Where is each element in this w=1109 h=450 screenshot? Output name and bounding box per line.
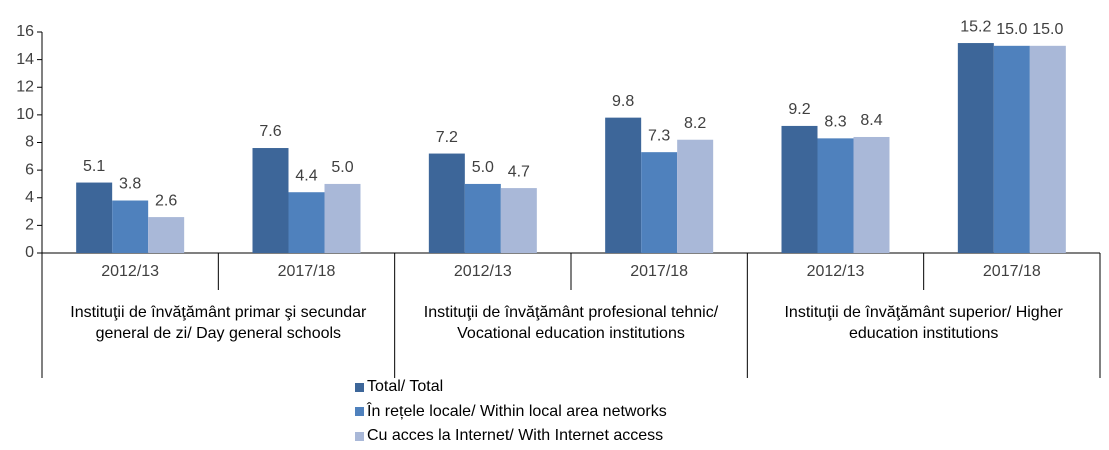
bar — [677, 139, 714, 253]
group-label: Instituţii de învăţământ primar şi secun… — [70, 304, 367, 342]
legend-label: Cu acces la Internet/ With Internet acce… — [367, 427, 664, 444]
value-label: 4.4 — [295, 167, 317, 184]
bar — [853, 136, 890, 253]
y-tick-label: 14 — [16, 51, 34, 68]
bar — [605, 117, 642, 253]
value-label: 15.0 — [1032, 21, 1063, 38]
value-label: 7.6 — [259, 123, 281, 140]
value-label: 15.0 — [996, 21, 1027, 38]
x-tick-label: 2017/18 — [983, 263, 1041, 280]
value-label: 7.3 — [648, 127, 670, 144]
legend-item: Total/ Total — [355, 377, 443, 397]
bar — [781, 125, 818, 253]
value-label: 3.8 — [119, 176, 141, 193]
value-label: 9.8 — [612, 93, 634, 110]
bar — [957, 43, 994, 253]
value-label: 4.7 — [508, 163, 530, 180]
legend-item: În rețele locale/ Within local area netw… — [355, 402, 667, 422]
y-tick-label: 10 — [16, 106, 34, 123]
bar — [641, 152, 678, 253]
y-tick-label: 8 — [25, 134, 34, 151]
group-label: Instituţii de învăţământ profesional teh… — [423, 304, 719, 342]
bar — [464, 183, 501, 253]
value-label: 8.3 — [824, 114, 846, 131]
bar — [817, 138, 854, 253]
value-label: 5.0 — [331, 159, 353, 176]
bar — [112, 200, 149, 253]
value-label: 15.2 — [960, 18, 991, 35]
y-tick-label: 12 — [16, 78, 34, 95]
value-label: 5.0 — [472, 159, 494, 176]
value-label: 8.2 — [684, 115, 706, 132]
bar — [1029, 45, 1066, 253]
y-tick-label: 6 — [25, 161, 34, 178]
bar — [76, 182, 113, 253]
bar — [148, 217, 185, 253]
legend-label: În rețele locale/ Within local area netw… — [367, 402, 667, 420]
bar — [993, 45, 1030, 253]
y-tick-label: 4 — [25, 189, 34, 206]
legend-swatch — [355, 431, 364, 441]
y-tick-label: 16 — [16, 23, 34, 40]
value-label: 2.6 — [155, 192, 177, 209]
x-tick-label: 2012/13 — [807, 263, 865, 280]
x-tick-label: 2017/18 — [278, 263, 336, 280]
bar — [324, 183, 361, 253]
x-tick-label: 2017/18 — [630, 263, 688, 280]
value-label: 9.2 — [788, 101, 810, 118]
legend-swatch — [355, 407, 364, 416]
x-tick-label: 2012/13 — [101, 263, 159, 280]
y-tick-label: 0 — [25, 244, 34, 261]
bar — [500, 188, 537, 253]
value-label: 7.2 — [436, 129, 458, 146]
bar — [288, 192, 325, 253]
legend-item: Cu acces la Internet/ With Internet acce… — [355, 426, 663, 446]
value-label: 5.1 — [83, 158, 105, 175]
legend-label: Total/ Total — [367, 378, 444, 395]
y-tick-label: 2 — [25, 217, 34, 234]
bar — [252, 148, 289, 253]
group-label: Instituţii de învăţământ superior/ Highe… — [784, 304, 1063, 342]
legend-swatch — [355, 382, 364, 392]
value-label: 8.4 — [860, 112, 882, 129]
x-tick-label: 2012/13 — [454, 263, 512, 280]
bar — [428, 153, 465, 253]
